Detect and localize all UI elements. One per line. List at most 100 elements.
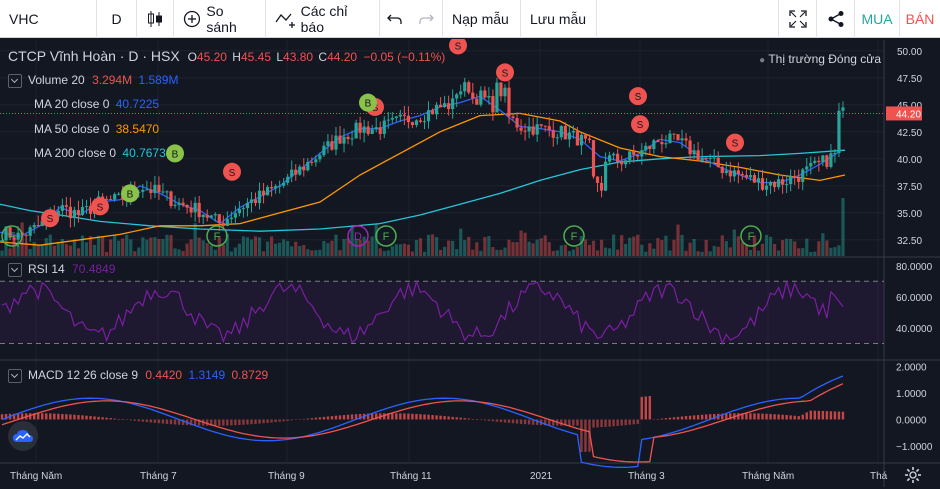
macd-histogram-bar [57, 413, 60, 420]
macd-histogram-bar [342, 415, 346, 420]
fullscreen-button[interactable] [778, 0, 817, 38]
volume-bar [161, 239, 165, 256]
candle-body [443, 103, 447, 107]
tradingview-logo[interactable] [8, 421, 38, 451]
macd-histogram-bar [467, 418, 470, 420]
settings-button[interactable] [904, 466, 922, 484]
indicators-label: Các chỉ báo [300, 2, 348, 35]
volume-bar [748, 249, 753, 256]
save-template-button[interactable]: Lưu mẫu [521, 0, 597, 38]
indicators-button[interactable]: Các chỉ báo [266, 0, 380, 38]
rsi-band [0, 281, 884, 344]
macd-histogram-bar [692, 415, 696, 420]
macd-histogram-bar [660, 418, 664, 420]
load-template-button[interactable]: Nạp mẫu [443, 0, 521, 38]
share-button[interactable] [817, 0, 855, 38]
candle-body [12, 237, 16, 240]
macd-histogram-bar [821, 410, 825, 420]
compare-button[interactable]: So sánh [174, 0, 266, 38]
collapse-icon[interactable] [8, 262, 22, 277]
event-marker-label: D [354, 231, 362, 243]
macd-histogram-bar [544, 419, 547, 426]
candle-body [32, 225, 36, 228]
volume-bar [680, 234, 684, 256]
volume-bar [28, 248, 32, 256]
collapse-icon[interactable] [8, 73, 22, 88]
event-marker-label: F [383, 231, 390, 243]
macd-histogram-bar [318, 417, 322, 420]
candle-body [278, 185, 282, 187]
macd-histogram-bar [197, 419, 201, 426]
symbol-search-button[interactable]: VHC [0, 0, 97, 38]
macd-legend[interactable]: MACD 12 26 close 9 0.4420 1.3149 0.8729 [8, 368, 268, 383]
volume-bar [362, 236, 366, 256]
rsi-tick-label: 40.0000 [896, 324, 933, 335]
collapse-icon[interactable] [8, 368, 22, 383]
chart-type-button[interactable] [137, 0, 174, 38]
volume-bar [692, 238, 696, 256]
volume-legend[interactable]: Volume 20 3.294M 1.589M [8, 73, 178, 88]
macd-histogram-bar [696, 415, 700, 420]
macd-histogram-bar [242, 419, 245, 425]
volume-bars [0, 198, 845, 256]
volume-bar [185, 243, 189, 256]
candle-body [161, 191, 165, 193]
macd-histogram-bar [833, 411, 837, 420]
macd-histogram-bar [97, 416, 100, 420]
macd-histogram-bar [105, 417, 108, 420]
rsi-tick-label: 80.0000 [896, 262, 933, 273]
candle-body [269, 187, 274, 189]
candles-icon [148, 10, 162, 27]
volume-bar [696, 251, 700, 256]
redo-button[interactable] [410, 0, 443, 38]
candle-body [451, 98, 455, 110]
candle-body [346, 136, 350, 139]
volume-bar [539, 238, 543, 256]
ma20-legend[interactable]: MA 20 close 0 40.7225 [34, 97, 159, 111]
volume-bar [113, 234, 117, 256]
interval-button[interactable]: D [97, 0, 137, 38]
macd-histogram-bar [61, 413, 64, 420]
volume-bar [624, 243, 628, 256]
sell-button[interactable]: BÁN [900, 0, 940, 38]
candle-body [257, 190, 262, 204]
candle-body [253, 199, 258, 204]
volume-bar [781, 240, 785, 256]
macd-histogram-bar [141, 419, 145, 422]
volume-bar [740, 242, 744, 256]
candle-body [700, 157, 704, 161]
rsi-legend[interactable]: RSI 14 70.4849 [8, 262, 115, 277]
macd-histogram-bar [664, 418, 668, 420]
undo-button[interactable] [380, 0, 410, 38]
candle-body [515, 118, 519, 128]
event-marker [206, 225, 228, 247]
macd-histogram-bar [419, 414, 422, 420]
candle-body [322, 145, 326, 156]
macd-histogram-bar [745, 413, 748, 420]
candle-body [660, 142, 664, 145]
candle-body [237, 209, 242, 214]
macd-histogram-bar [391, 413, 394, 420]
ma20-value: 40.7225 [115, 97, 160, 111]
macd-histogram-bar [230, 419, 233, 426]
candle-body [209, 215, 213, 218]
volume-bar [829, 247, 833, 256]
volume-bar [519, 230, 523, 256]
sell-signal [629, 87, 647, 106]
macd-histogram-bar [370, 413, 374, 420]
macd-histogram-bar [560, 419, 563, 426]
candle-body [531, 126, 535, 135]
volume-bar [644, 251, 648, 256]
ma50-legend[interactable]: MA 50 close 0 38.5470 [34, 122, 159, 136]
volume-bar [370, 236, 374, 256]
ma200-legend[interactable]: MA 200 close 0 40.7673 [34, 146, 166, 160]
macd-histogram-bar [628, 419, 631, 425]
candle-body [382, 120, 386, 134]
buy-button[interactable]: MUA [855, 0, 900, 38]
candle-body [326, 141, 330, 146]
volume-bar [137, 247, 141, 256]
volume-bar [193, 223, 197, 256]
candle-body [447, 103, 451, 110]
macd-histogram-bar [600, 419, 603, 428]
